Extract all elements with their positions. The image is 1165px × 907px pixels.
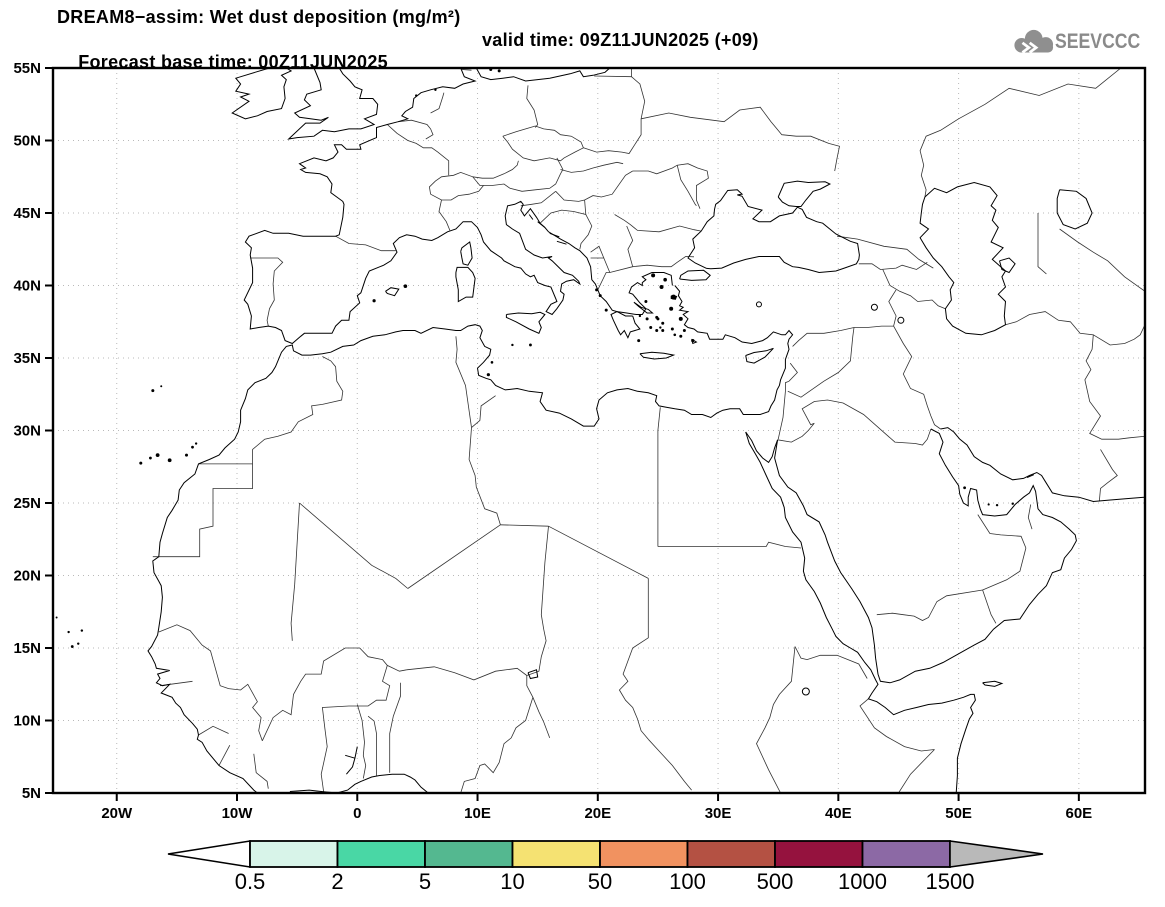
colorbar-label: 5 — [419, 869, 431, 894]
y-tick-label: 15N — [13, 640, 41, 657]
x-tick-label: 60E — [1066, 805, 1093, 822]
x-tick-label: 50E — [945, 805, 972, 822]
colorbar-box — [511, 840, 601, 868]
y-tick-label: 45N — [13, 205, 41, 222]
colorbar-label: 2 — [331, 869, 343, 894]
x-tick-label: 20E — [584, 805, 611, 822]
colorbar-overflow-arrow — [949, 840, 1044, 868]
colorbar-label: 100 — [669, 869, 706, 894]
colorbar-box — [599, 840, 689, 868]
x-tick-label: 0 — [353, 805, 361, 822]
colorbar-label: 50 — [588, 869, 612, 894]
seevccc-logo: SEEVCCC — [1012, 22, 1157, 62]
y-tick-label: 20N — [13, 568, 41, 585]
coastlines — [147, 68, 1145, 793]
colorbar-label: 0.5 — [235, 869, 266, 894]
y-tick-label: 40N — [13, 278, 41, 295]
logo-text: SEEVCCC — [1055, 30, 1141, 53]
colorbar-box — [774, 840, 864, 868]
y-tick-label: 50N — [13, 133, 41, 150]
colorbar-label: 10 — [500, 869, 524, 894]
y-tick-label: 35N — [13, 350, 41, 367]
x-tick-label: 10W — [222, 805, 254, 822]
x-tick-label: 10E — [464, 805, 491, 822]
colorbar: 0.5 2 5 10 50 100 500 1000 1500 — [167, 840, 1044, 894]
colorbar-box — [336, 840, 426, 868]
cloud-icon — [1014, 29, 1054, 54]
colorbar-underflow-arrow — [167, 840, 251, 868]
map-geography — [55, 68, 1145, 793]
colorbar-label: 1000 — [838, 869, 887, 894]
axis-labels: 20W 10W 0 10E 20E 30E 40E 50E 60E 55N 50N 45N 40N 35N… — [13, 60, 1092, 822]
country-borders — [152, 68, 1145, 793]
x-tick-label: 40E — [825, 805, 852, 822]
islands — [55, 68, 1034, 775]
colorbar-label: 500 — [757, 869, 794, 894]
axis-ticks — [45, 67, 1080, 801]
colorbar-box — [249, 840, 339, 868]
title-block: DREAM8−assim: Wet dust deposition (mg/m²… — [57, 6, 461, 28]
x-tick-label: 20W — [101, 805, 133, 822]
valid-time: valid time: 09Z11JUN2025 (+09) — [482, 30, 759, 50]
colorbar-box — [424, 840, 514, 868]
chart-title: DREAM8−assim: Wet dust deposition (mg/m²… — [57, 7, 461, 27]
colorbar-label: 1500 — [926, 869, 975, 894]
y-tick-label: 10N — [13, 713, 41, 730]
colorbar-box — [861, 840, 951, 868]
y-tick-label: 5N — [22, 785, 41, 802]
y-tick-label: 30N — [13, 423, 41, 440]
grid-lines — [53, 68, 1145, 793]
x-tick-label: 30E — [705, 805, 732, 822]
colorbar-box — [686, 840, 776, 868]
y-tick-label: 55N — [13, 60, 41, 77]
y-tick-label: 25N — [13, 495, 41, 512]
